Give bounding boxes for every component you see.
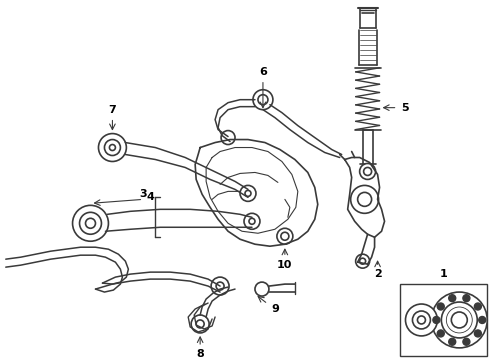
Circle shape bbox=[258, 95, 268, 105]
Circle shape bbox=[479, 316, 486, 324]
Text: 4: 4 bbox=[147, 192, 154, 202]
Circle shape bbox=[364, 167, 371, 175]
Circle shape bbox=[474, 303, 481, 310]
Circle shape bbox=[451, 312, 467, 328]
Text: 7: 7 bbox=[109, 105, 116, 114]
Circle shape bbox=[437, 330, 444, 337]
Text: 3: 3 bbox=[140, 189, 147, 199]
Circle shape bbox=[463, 295, 470, 302]
Bar bbox=[399, 284, 487, 356]
Text: 8: 8 bbox=[196, 349, 204, 359]
Circle shape bbox=[417, 316, 425, 324]
Circle shape bbox=[449, 295, 456, 302]
Text: 2: 2 bbox=[374, 269, 381, 279]
Circle shape bbox=[79, 212, 101, 234]
Circle shape bbox=[463, 338, 470, 345]
Circle shape bbox=[413, 311, 430, 329]
Circle shape bbox=[86, 218, 96, 228]
Circle shape bbox=[449, 338, 456, 345]
Circle shape bbox=[360, 163, 375, 179]
Text: 5: 5 bbox=[402, 103, 409, 113]
Circle shape bbox=[98, 134, 126, 162]
Circle shape bbox=[433, 316, 440, 324]
Circle shape bbox=[104, 140, 121, 156]
Circle shape bbox=[253, 90, 273, 110]
Circle shape bbox=[431, 292, 487, 348]
Text: 10: 10 bbox=[277, 260, 293, 270]
Circle shape bbox=[441, 302, 477, 338]
Circle shape bbox=[474, 330, 481, 337]
Circle shape bbox=[73, 205, 108, 241]
Circle shape bbox=[437, 303, 444, 310]
Text: 6: 6 bbox=[259, 67, 267, 77]
Text: 9: 9 bbox=[271, 304, 279, 314]
Circle shape bbox=[255, 282, 269, 296]
Text: 1: 1 bbox=[440, 269, 447, 279]
Circle shape bbox=[406, 304, 438, 336]
Circle shape bbox=[109, 144, 116, 150]
